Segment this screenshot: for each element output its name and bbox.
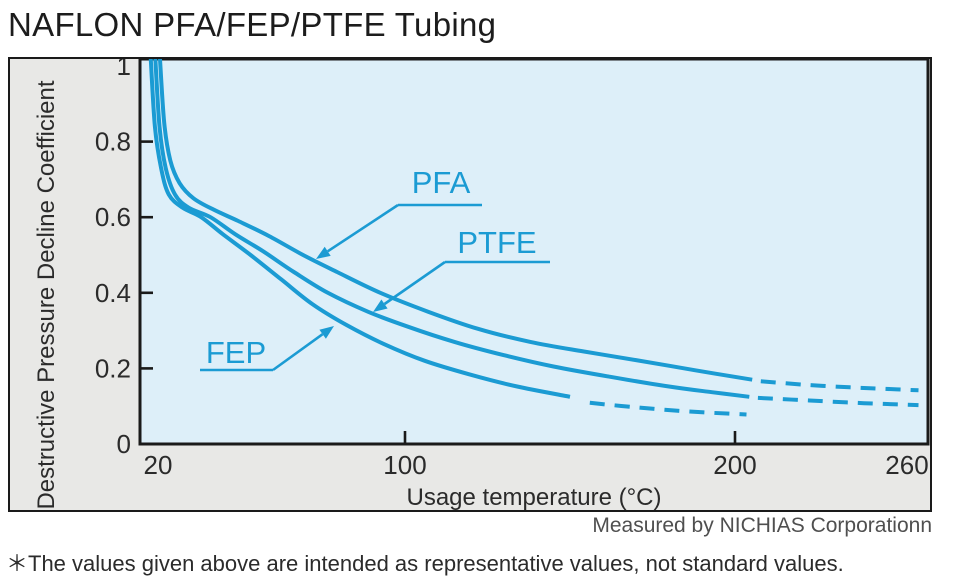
series-leader-line-pfa [326, 203, 399, 253]
x-tick-label: 100 [383, 450, 426, 480]
series-label-ptfe: PTFE [457, 225, 536, 260]
y-tick-label: 0.4 [95, 278, 131, 308]
chart-panel: 1 0.8 0.6 0.4 0.2 0 20 100 200 260 Usage temperatu… [8, 51, 932, 512]
curve-pfa-dashed [760, 379, 919, 393]
curve-fep-solid [148, 59, 571, 399]
page-title: NAFLON PFA/FEP/PTFE Tubing [8, 6, 497, 43]
y-tick-label: 0.6 [95, 202, 131, 232]
x-tick-label: 260 [885, 450, 928, 480]
curve-pfa-solid [157, 59, 753, 382]
series-arrowhead-pfa [316, 246, 331, 259]
footnote: ＊The values given above are intended as … [6, 551, 844, 576]
series-leader-line-fep [272, 333, 324, 372]
series-label-pfa: PFA [412, 165, 471, 200]
y-tick-label: 1 [117, 59, 131, 81]
y-tick-label: 0 [117, 429, 131, 459]
series-arrowhead-ptfe [373, 299, 388, 312]
y-tick-label: 0.8 [95, 127, 131, 157]
plot-area [138, 57, 930, 446]
curve-fep-dashed [589, 400, 747, 417]
y-tick-label: 0.2 [95, 353, 131, 383]
curve-ptfe-dashed [757, 395, 919, 408]
chart-svg: 1 0.8 0.6 0.4 0.2 0 20 100 200 260 Usage temperatu… [33, 51, 930, 511]
x-axis-label: Usage temperature (°C) [406, 484, 661, 510]
x-tick-label: 200 [713, 450, 756, 480]
curve-ptfe-solid [153, 59, 750, 399]
attribution-text: Measured by NICHIAS Corporationn [592, 514, 932, 537]
x-tick-label: 20 [144, 450, 173, 480]
series-arrowhead-fep [319, 326, 334, 339]
line-chart: 1 0.8 0.6 0.4 0.2 0 20 100 200 260 Usage temperatu… [10, 51, 930, 511]
series-label-fep: FEP [206, 335, 266, 370]
series-leader-line-ptfe [383, 260, 446, 306]
y-axis-label: Destructive Pressure Decline Coefficient [33, 80, 60, 509]
